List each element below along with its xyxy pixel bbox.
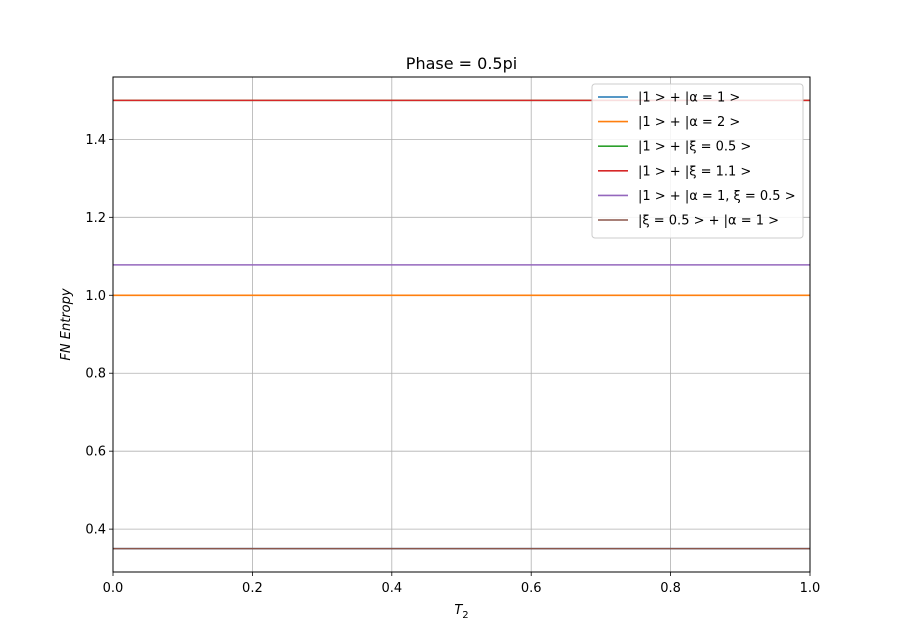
x-tick-label: 0.8 bbox=[660, 581, 681, 596]
x-tick-label: 1.0 bbox=[800, 581, 821, 596]
legend-label-5: |ξ = 0.5 > + |α = 1 > bbox=[638, 214, 779, 229]
x-tick-label: 0.4 bbox=[381, 581, 402, 596]
x-axis-label: T2 bbox=[454, 603, 468, 621]
plot-frame bbox=[112, 76, 811, 573]
axis-ticks: 0.0 0.2 0.4 0.6 0.8 1.0 0.4 0.6 0.8 1.0 1.2 1.4 bbox=[85, 133, 820, 596]
legend-label-1: |1 > + |α = 2 > bbox=[638, 115, 740, 130]
legend-label-2: |1 > + |ξ = 0.5 > bbox=[638, 140, 751, 155]
y-tick-label: 1.0 bbox=[85, 289, 106, 304]
chart-title: Phase = 0.5pi bbox=[406, 54, 517, 73]
y-tick-label: 0.8 bbox=[85, 367, 106, 382]
legend-box bbox=[591, 83, 804, 239]
legend-label-0: |1 > + |α = 1 > bbox=[638, 91, 740, 106]
y-tick-label: 1.2 bbox=[85, 211, 106, 226]
y-axis-label: FN Entropy bbox=[59, 288, 74, 360]
x-axis-label-subscript: 2 bbox=[462, 610, 468, 621]
legend-label-4: |1 > + |α = 1, ξ = 0.5 > bbox=[638, 189, 796, 204]
x-tick-label: 0.2 bbox=[242, 581, 263, 596]
x-tick-label: 0.0 bbox=[103, 581, 124, 596]
legend: |1 > + |α = 1 > |1 > + |α = 2 > |1 > + |ξ … bbox=[591, 83, 804, 239]
legend-label-3: |1 > + |ξ = 1.1 > bbox=[638, 164, 751, 179]
y-tick-label: 1.4 bbox=[85, 133, 106, 148]
x-tick-label: 0.6 bbox=[521, 581, 542, 596]
y-tick-label: 0.4 bbox=[85, 523, 106, 538]
y-tick-label: 0.6 bbox=[85, 445, 106, 460]
x-axis-label-main: T bbox=[454, 603, 463, 618]
